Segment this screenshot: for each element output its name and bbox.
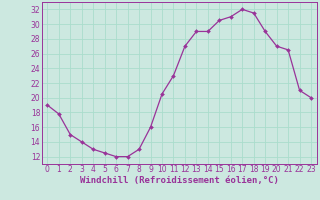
- X-axis label: Windchill (Refroidissement éolien,°C): Windchill (Refroidissement éolien,°C): [80, 176, 279, 185]
